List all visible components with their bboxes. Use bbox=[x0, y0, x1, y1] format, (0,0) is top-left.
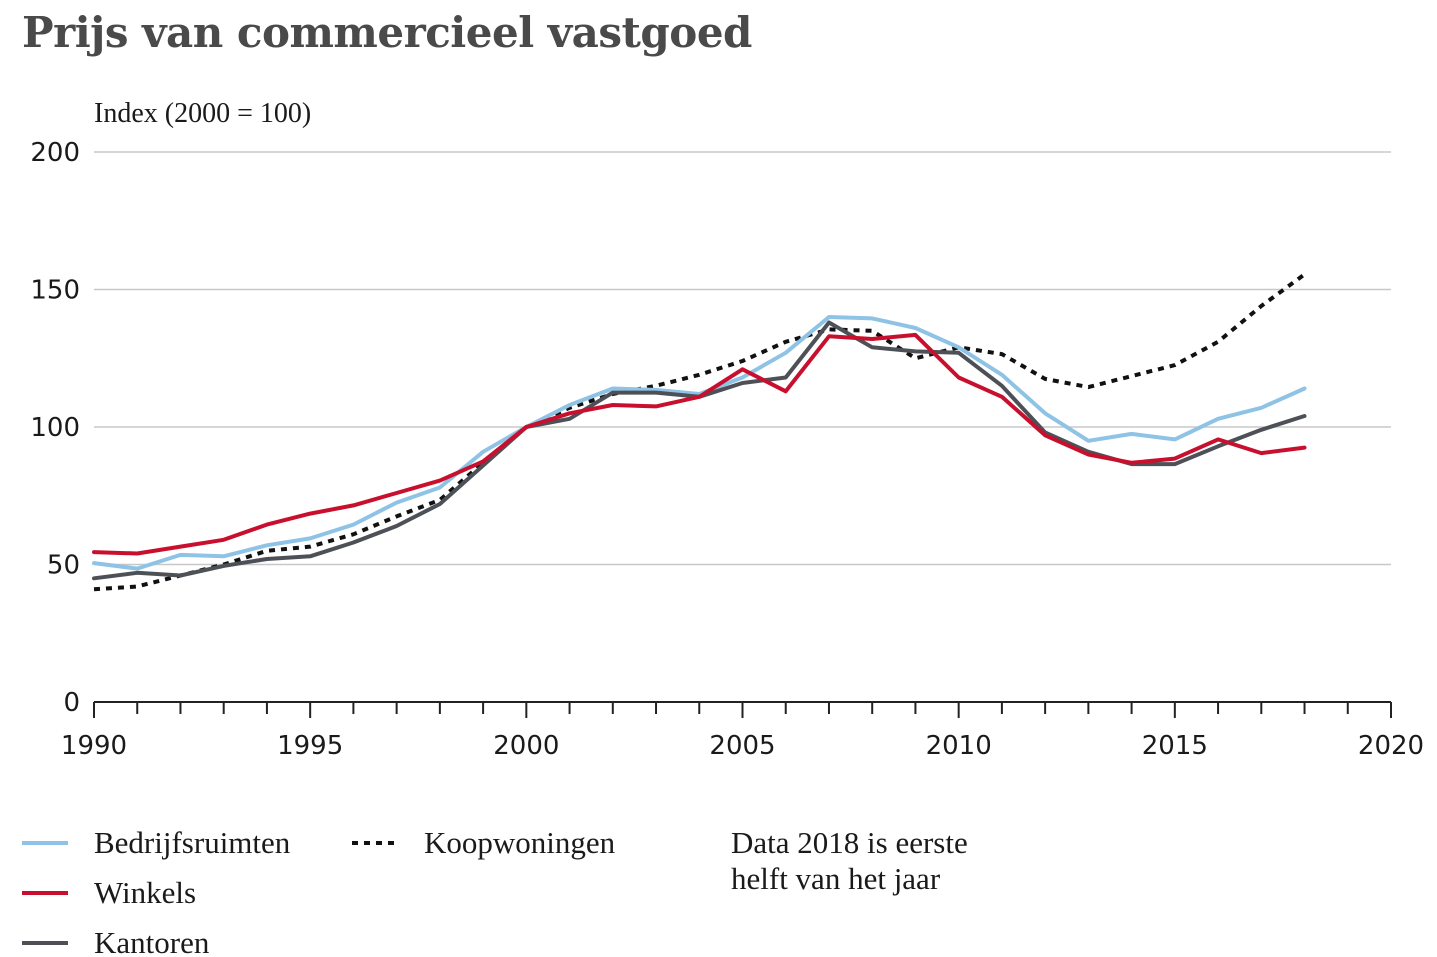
note-line: Data 2018 is eerste bbox=[731, 825, 968, 860]
y-tick-label: 50 bbox=[47, 551, 80, 581]
x-tick-label: 2015 bbox=[1142, 731, 1208, 761]
series-line-kantoren bbox=[92, 320, 1307, 581]
x-tick-label: 2005 bbox=[709, 731, 775, 761]
grid-lines bbox=[94, 151, 1391, 566]
x-tick-label: 1990 bbox=[61, 731, 127, 761]
y-tick-label: 150 bbox=[30, 276, 80, 306]
series-line-koopwoningen bbox=[93, 272, 1306, 592]
note-line: helft van het jaar bbox=[731, 861, 941, 896]
series-line-bedrijfsruimten bbox=[92, 315, 1307, 571]
legend-label-bedrijfsruimten: Bedrijfsruimten bbox=[94, 825, 291, 860]
series-line-winkels bbox=[92, 332, 1307, 556]
x-axis: 1990 1995 2000 2005 2010 2015 2020 bbox=[61, 701, 1424, 761]
x-tick-label: 2020 bbox=[1358, 731, 1424, 761]
chart-title: Prijs van commercieel vastgoed bbox=[22, 8, 752, 57]
x-tick-label: 2010 bbox=[926, 731, 992, 761]
x-tick-label: 2000 bbox=[493, 731, 559, 761]
y-axis-label: Index (2000 = 100) bbox=[94, 98, 312, 129]
x-tick-label: 1995 bbox=[277, 731, 343, 761]
y-tick-label: 100 bbox=[30, 413, 80, 443]
y-tick-labels: 0 50 100 150 200 bbox=[30, 138, 80, 718]
y-tick-label: 0 bbox=[63, 688, 80, 718]
legend-label-winkels: Winkels bbox=[94, 875, 196, 910]
legend-label-kantoren: Kantoren bbox=[94, 925, 210, 957]
y-tick-label: 200 bbox=[30, 138, 80, 168]
series-lines bbox=[92, 272, 1307, 592]
legend-label-koopwoningen: Koopwoningen bbox=[424, 825, 616, 860]
legend: Bedrijfsruimten Winkels Kantoren Koopwoning… bbox=[22, 825, 616, 957]
